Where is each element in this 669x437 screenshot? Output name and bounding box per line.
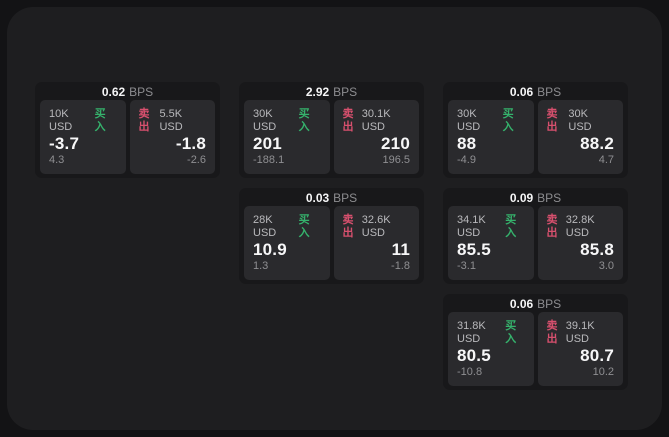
sell-delta: 4.7 xyxy=(598,154,614,166)
buy-price: -3.7 xyxy=(49,134,80,153)
bps-header: 0.06 BPS xyxy=(443,82,628,99)
bps-header: 0.62 BPS xyxy=(35,82,220,99)
sell-amount: 39.1K USD xyxy=(565,320,595,345)
sell-amount: 30.1K USD xyxy=(361,108,391,133)
bps-value: 0.06 xyxy=(509,297,534,311)
sell-delta: 3.0 xyxy=(598,260,614,272)
quote-card-3: 0.06 BPS 30K USD 买入 88 -4.9 卖出 xyxy=(443,82,628,178)
buy-quote-tile[interactable]: 28K USD 买入 10.9 1.3 xyxy=(244,206,330,280)
quote-card-4: 0.03 BPS 28K USD 买入 10.9 1.3 卖出 xyxy=(239,188,424,284)
bps-value: 0.09 xyxy=(509,191,534,205)
bps-header: 0.06 BPS xyxy=(443,294,628,311)
sell-quote-tile[interactable]: 卖出 30.1K USD 210 196.5 xyxy=(333,100,419,174)
quote-card-6: 0.06 BPS 31.8K USD 买入 80.5 -10.8 卖 xyxy=(443,294,628,390)
sell-delta: 10.2 xyxy=(592,366,614,378)
sell-quote-tile[interactable]: 卖出 5.5K USD -1.8 -2.6 xyxy=(129,100,215,174)
sell-amount: 30K USD xyxy=(568,108,592,133)
sell-delta: 196.5 xyxy=(382,154,410,166)
sell-price: 88.2 xyxy=(580,134,614,153)
sell-price: 85.8 xyxy=(580,240,614,259)
sell-side-label: 卖出 xyxy=(342,214,354,239)
sell-price: 11 xyxy=(391,240,410,259)
buy-price: 201 xyxy=(253,134,282,153)
buy-amount: 10K USD xyxy=(49,108,73,133)
sell-quote-tile[interactable]: 卖出 32.6K USD 11 -1.8 xyxy=(333,206,419,280)
sell-quote-tile[interactable]: 卖出 30K USD 88.2 4.7 xyxy=(537,100,623,174)
buy-price: 80.5 xyxy=(457,346,491,365)
bps-unit-label: BPS xyxy=(537,191,562,205)
sell-price: 210 xyxy=(381,134,410,153)
buy-side-label: 买入 xyxy=(94,108,106,133)
bps-unit-label: BPS xyxy=(333,85,358,99)
sell-quote-tile[interactable]: 卖出 32.8K USD 85.8 3.0 xyxy=(537,206,623,280)
bps-unit-label: BPS xyxy=(129,85,154,99)
buy-side-label: 买入 xyxy=(505,214,517,239)
sell-side-label: 卖出 xyxy=(342,108,354,133)
buy-sell-panels: 31.8K USD 买入 80.5 -10.8 卖出 39.1K USD 80.… xyxy=(443,311,628,391)
buy-amount: 31.8K USD xyxy=(457,320,486,345)
buy-price: 88 xyxy=(457,134,477,153)
buy-side-label: 买入 xyxy=(298,214,310,239)
bps-header: 2.92 BPS xyxy=(239,82,424,99)
quote-card-1: 0.62 BPS 10K USD 买入 -3.7 4.3 卖出 xyxy=(35,82,220,178)
sell-delta: -1.8 xyxy=(391,260,410,272)
bps-unit-label: BPS xyxy=(333,191,358,205)
buy-quote-tile[interactable]: 31.8K USD 买入 80.5 -10.8 xyxy=(448,312,534,386)
bps-unit-label: BPS xyxy=(537,85,562,99)
bps-header: 0.03 BPS xyxy=(239,188,424,205)
bps-value: 0.06 xyxy=(509,85,534,99)
buy-delta: 1.3 xyxy=(253,260,269,272)
bps-value: 0.03 xyxy=(305,191,330,205)
sell-amount: 5.5K USD xyxy=(159,108,183,133)
buy-delta: -10.8 xyxy=(457,366,483,378)
buy-delta: -188.1 xyxy=(253,154,285,166)
sell-amount: 32.8K USD xyxy=(565,214,595,239)
quote-card-2: 2.92 BPS 30K USD 买入 201 -188.1 卖出 xyxy=(239,82,424,178)
quote-cards-grid: 0.62 BPS 10K USD 买入 -3.7 4.3 卖出 xyxy=(35,82,628,390)
bps-unit-label: BPS xyxy=(537,297,562,311)
buy-sell-panels: 30K USD 买入 88 -4.9 卖出 30K USD 88.2 4.7 xyxy=(443,99,628,179)
buy-amount: 28K USD xyxy=(253,214,277,239)
buy-quote-tile[interactable]: 30K USD 买入 201 -188.1 xyxy=(244,100,330,174)
buy-price: 85.5 xyxy=(457,240,491,259)
buy-price: 10.9 xyxy=(253,240,287,259)
buy-amount: 30K USD xyxy=(457,108,481,133)
quotes-panel: 0.62 BPS 10K USD 买入 -3.7 4.3 卖出 xyxy=(7,7,662,430)
buy-amount: 34.1K USD xyxy=(457,214,486,239)
buy-delta: -4.9 xyxy=(457,154,476,166)
sell-side-label: 卖出 xyxy=(546,108,558,133)
buy-delta: 4.3 xyxy=(49,154,65,166)
buy-side-label: 买入 xyxy=(502,108,514,133)
quote-card-5: 0.09 BPS 34.1K USD 买入 85.5 -3.1 卖出 xyxy=(443,188,628,284)
buy-quote-tile[interactable]: 30K USD 买入 88 -4.9 xyxy=(448,100,534,174)
buy-side-label: 买入 xyxy=(298,108,310,133)
buy-sell-panels: 10K USD 买入 -3.7 4.3 卖出 5.5K USD -1.8 -2.… xyxy=(35,99,220,179)
buy-sell-panels: 30K USD 买入 201 -188.1 卖出 30.1K USD 210 1… xyxy=(239,99,424,179)
buy-delta: -3.1 xyxy=(457,260,476,272)
buy-sell-panels: 28K USD 买入 10.9 1.3 卖出 32.6K USD 11 -1.8 xyxy=(239,205,424,285)
sell-price: 80.7 xyxy=(580,346,614,365)
buy-side-label: 买入 xyxy=(505,320,517,345)
sell-price: -1.8 xyxy=(175,134,206,153)
sell-amount: 32.6K USD xyxy=(361,214,391,239)
bps-value: 2.92 xyxy=(305,85,330,99)
bps-value: 0.62 xyxy=(101,85,126,99)
buy-sell-panels: 34.1K USD 买入 85.5 -3.1 卖出 32.8K USD 85.8… xyxy=(443,205,628,285)
buy-amount: 30K USD xyxy=(253,108,277,133)
sell-delta: -2.6 xyxy=(187,154,206,166)
sell-side-label: 卖出 xyxy=(138,108,150,133)
sell-side-label: 卖出 xyxy=(546,320,558,345)
bps-header: 0.09 BPS xyxy=(443,188,628,205)
buy-quote-tile[interactable]: 34.1K USD 买入 85.5 -3.1 xyxy=(448,206,534,280)
sell-side-label: 卖出 xyxy=(546,214,558,239)
buy-quote-tile[interactable]: 10K USD 买入 -3.7 4.3 xyxy=(40,100,126,174)
sell-quote-tile[interactable]: 卖出 39.1K USD 80.7 10.2 xyxy=(537,312,623,386)
